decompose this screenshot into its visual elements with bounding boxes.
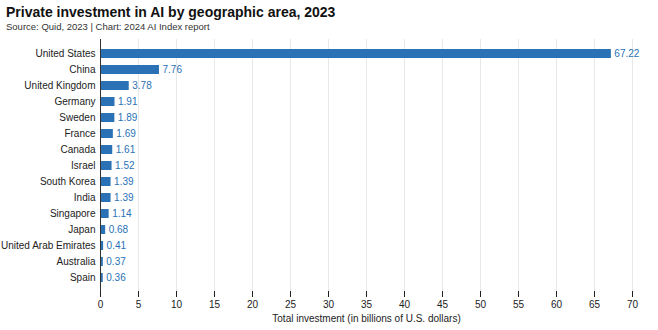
svg-text:45: 45 [437, 299, 449, 310]
svg-text:70: 70 [627, 299, 639, 310]
html-text:Source: Quid, 2023 | Chart: 20: Source: Quid, 2023 | Chart: 2024 AI Inde… [6, 21, 210, 32]
svg-text:25: 25 [285, 299, 297, 310]
svg-text:Sweden: Sweden [59, 112, 95, 123]
svg-text:Japan: Japan [68, 224, 95, 235]
svg-text:67.22: 67.22 [614, 48, 639, 59]
svg-text:5: 5 [136, 299, 142, 310]
svg-text:Singapore: Singapore [50, 208, 96, 219]
svg-text:65: 65 [589, 299, 601, 310]
svg-text:1.39: 1.39 [114, 176, 134, 187]
svg-text:China: China [69, 64, 96, 75]
svg-text:60: 60 [551, 299, 563, 310]
svg-text:40: 40 [399, 299, 411, 310]
svg-text:0: 0 [98, 299, 104, 310]
svg-text:0.37: 0.37 [106, 256, 126, 267]
svg-text:India: India [74, 192, 96, 203]
svg-text:0.68: 0.68 [109, 224, 129, 235]
svg-text:1.91: 1.91 [118, 96, 138, 107]
svg-text:1.39: 1.39 [114, 192, 134, 203]
svg-text:Spain: Spain [70, 272, 96, 283]
svg-text:10: 10 [171, 299, 183, 310]
svg-text:United Arab Emirates: United Arab Emirates [1, 240, 96, 251]
svg-text:55: 55 [513, 299, 525, 310]
svg-text:30: 30 [323, 299, 335, 310]
svg-text:0.41: 0.41 [107, 240, 127, 251]
svg-text:7.76: 7.76 [162, 64, 182, 75]
svg-text:20: 20 [247, 299, 259, 310]
svg-text:Total investment (in billions: Total investment (in billions of U.S. do… [272, 313, 460, 324]
svg-text:Canada: Canada [60, 144, 95, 155]
svg-text:United States: United States [35, 48, 95, 59]
html-text:Private investment in AI by ge: Private investment in AI by geographic a… [6, 4, 336, 20]
svg-text:Germany: Germany [54, 96, 95, 107]
svg-text:France: France [64, 128, 96, 139]
svg-text:0.36: 0.36 [106, 272, 126, 283]
svg-text:1.52: 1.52 [115, 160, 135, 171]
svg-text:Australia: Australia [57, 256, 96, 267]
svg-text:South Korea: South Korea [40, 176, 96, 187]
svg-text:50: 50 [475, 299, 487, 310]
svg-text:United Kingdom: United Kingdom [24, 80, 95, 91]
svg-text:Israel: Israel [71, 160, 95, 171]
svg-text:15: 15 [209, 299, 221, 310]
svg-text:1.89: 1.89 [118, 112, 138, 123]
svg-text:1.61: 1.61 [116, 144, 136, 155]
svg-text:35: 35 [361, 299, 373, 310]
svg-text:1.69: 1.69 [116, 128, 136, 139]
svg-text:1.14: 1.14 [112, 208, 132, 219]
svg-text:3.78: 3.78 [132, 80, 152, 91]
